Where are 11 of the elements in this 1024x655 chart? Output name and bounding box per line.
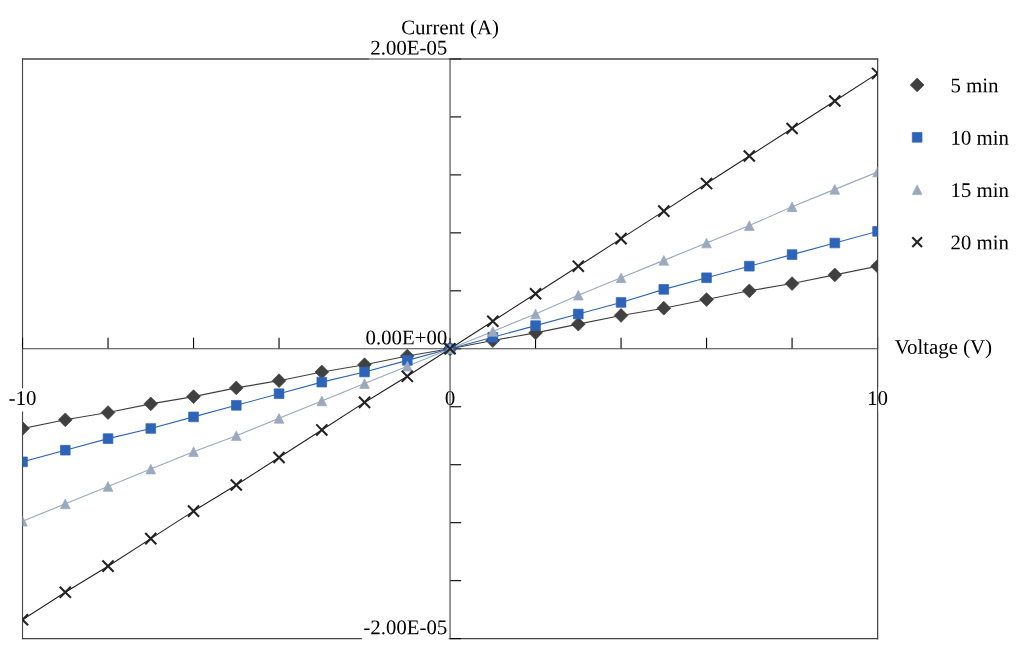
y-tick-label: 2.00E-05 [371, 40, 447, 55]
y-tick-label: 0.00E+00 [366, 330, 447, 345]
x-tick-label: 0 [445, 391, 455, 406]
legend-label: 20 min [951, 235, 1009, 250]
y-tick-label: -2.00E-05 [364, 620, 447, 635]
x-tick-label: -10 [9, 391, 36, 406]
legend-label: 10 min [952, 130, 1009, 145]
legend-label: 15 min [952, 183, 1009, 198]
x-axis-title: Voltage (V) [894, 339, 992, 359]
y-axis-title: Current (A) [402, 19, 499, 39]
legend-label: 5 min [951, 78, 999, 93]
